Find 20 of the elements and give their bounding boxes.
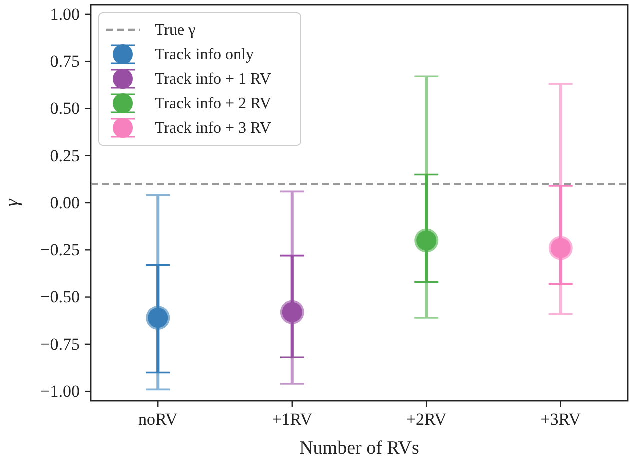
y-tick-label: −1.00 — [40, 382, 80, 402]
x-tick-label: +3RV — [540, 410, 582, 430]
y-tick-label: 0.00 — [50, 193, 80, 212]
y-axis-title: γ — [2, 198, 23, 207]
y-tick-label: 0.50 — [50, 99, 80, 118]
x-tick-label: noRV — [138, 410, 178, 430]
legend-label: Track info + 1 RV — [155, 71, 272, 88]
y-tick-label: 1.00 — [50, 4, 80, 24]
x-tick-label: +2RV — [406, 410, 448, 430]
y-tick-label: 0.25 — [50, 146, 80, 166]
y-tick-label: −0.50 — [40, 288, 80, 307]
x-axis-title: Number of RVs — [300, 438, 420, 459]
legend-label: True γ — [155, 22, 196, 39]
legend-label: Track info + 2 RV — [155, 96, 272, 112]
y-tick-label: −0.25 — [40, 240, 80, 260]
x-tick-label: +1RV — [272, 410, 314, 430]
y-tick-label: −0.75 — [40, 334, 80, 354]
legend-label: Track info + 3 RV — [155, 120, 272, 137]
legend-label: Track info only — [155, 46, 254, 64]
y-tick-label: 0.75 — [50, 52, 80, 72]
